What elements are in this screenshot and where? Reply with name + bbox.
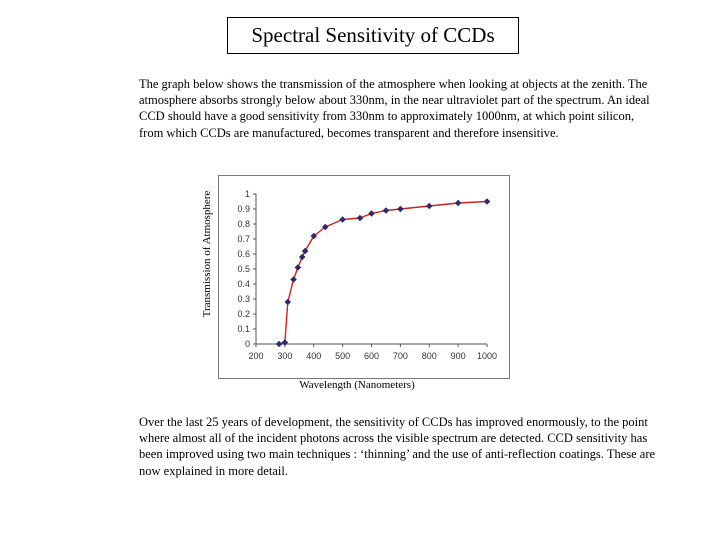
data-point xyxy=(454,199,462,207)
y-tick-label: 1 xyxy=(245,189,250,199)
page-title-text: Spectral Sensitivity of CCDs xyxy=(251,23,495,47)
data-point xyxy=(310,232,318,240)
chart-series xyxy=(275,198,491,348)
x-tick-label: 200 xyxy=(248,351,263,361)
data-point xyxy=(290,276,297,283)
y-tick-label: 0.5 xyxy=(237,264,250,274)
x-tick-label: 800 xyxy=(422,351,437,361)
x-tick-label: 700 xyxy=(393,351,408,361)
data-point xyxy=(322,223,329,231)
data-point xyxy=(368,210,375,217)
x-axis-label: Wavelength (Nanometers) xyxy=(299,379,415,391)
y-tick-label: 0.4 xyxy=(237,279,250,289)
series-line xyxy=(278,200,488,345)
x-tick-label: 1000 xyxy=(477,351,497,361)
y-tick-label: 0.2 xyxy=(237,309,250,319)
y-tick-label: 0.7 xyxy=(237,234,250,244)
y-tick-label: 0.1 xyxy=(237,324,250,334)
y-tick-label: 0 xyxy=(245,339,250,349)
data-point xyxy=(339,216,346,223)
y-tick-label: 0.8 xyxy=(237,219,250,229)
x-tick-label: 600 xyxy=(364,351,379,361)
data-point xyxy=(298,253,306,261)
x-tick-label: 500 xyxy=(335,351,350,361)
data-point xyxy=(382,207,390,214)
chart-ticks: 0 0.1 0.2 0.3 0.4 0.5 0.6 0.7 0.8 0.9 1 200 300 400 50… xyxy=(237,189,497,361)
x-tick-label: 300 xyxy=(277,351,292,361)
y-tick-label: 0.9 xyxy=(237,204,250,214)
data-point xyxy=(425,202,433,210)
x-tick-label: 900 xyxy=(451,351,466,361)
data-point xyxy=(356,214,364,222)
chart-frame xyxy=(218,175,510,379)
data-point xyxy=(301,247,309,255)
intro-paragraph: The graph below shows the transmission o… xyxy=(139,77,650,140)
page-title: Spectral Sensitivity of CCDs xyxy=(227,17,519,54)
data-point xyxy=(397,205,404,213)
data-point xyxy=(284,298,292,306)
outro-paragraph: Over the last 25 years of development, t… xyxy=(139,415,656,478)
data-point xyxy=(275,340,283,348)
data-point xyxy=(483,198,491,205)
data-point xyxy=(294,264,302,271)
x-tick-label: 400 xyxy=(306,351,321,361)
y-tick-label: 0.3 xyxy=(237,294,250,304)
y-tick-label: 0.6 xyxy=(237,249,250,259)
data-point xyxy=(281,339,289,346)
